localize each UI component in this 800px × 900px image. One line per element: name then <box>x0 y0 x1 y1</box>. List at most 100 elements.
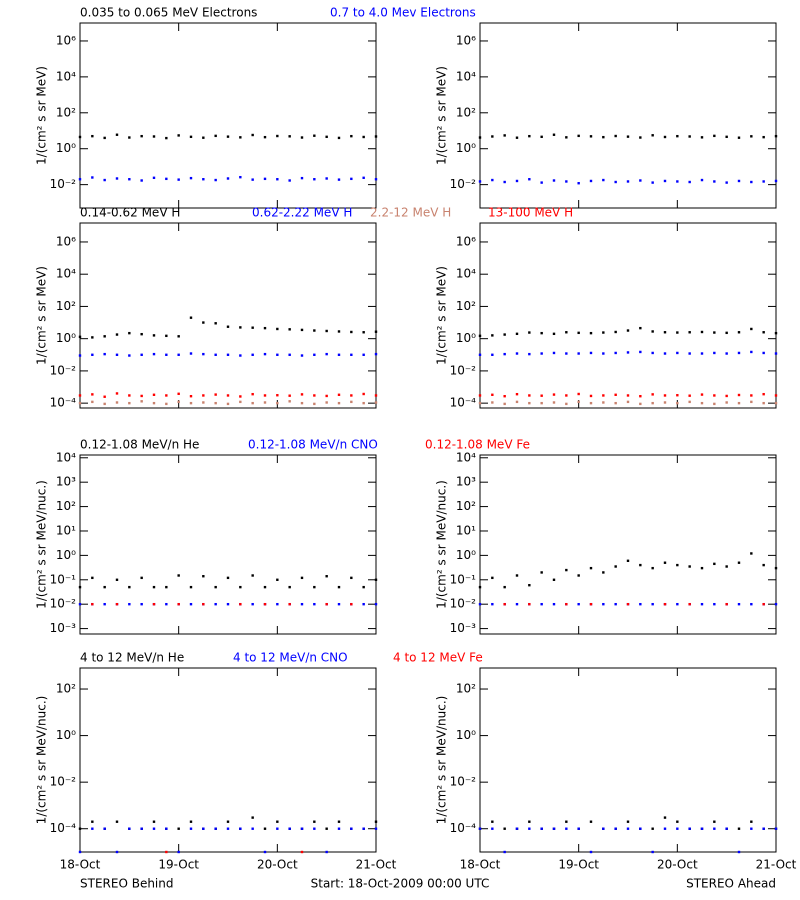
data-point <box>663 394 667 397</box>
data-point <box>491 820 494 823</box>
data-point <box>78 178 82 181</box>
data-point <box>325 850 328 854</box>
x-tick-label: 21-Oct <box>756 858 797 872</box>
data-point <box>478 602 482 606</box>
plot-frame <box>479 22 777 209</box>
data-point <box>214 322 217 325</box>
data-point <box>103 395 106 398</box>
data-point <box>189 602 193 606</box>
data-point <box>165 177 168 181</box>
data-point <box>165 136 168 140</box>
data-point <box>478 180 482 183</box>
data-point <box>589 394 593 398</box>
data-point <box>552 827 556 830</box>
data-point <box>337 602 341 606</box>
data-point <box>626 602 630 606</box>
data-point <box>663 352 667 355</box>
data-point <box>515 352 519 355</box>
data-point <box>300 136 304 139</box>
data-point <box>251 326 254 329</box>
data-point <box>663 401 667 404</box>
x-tick-label: 21-Oct <box>356 858 397 872</box>
data-point <box>128 394 131 397</box>
data-point <box>189 176 193 180</box>
data-point <box>78 827 82 830</box>
data-point <box>528 602 531 606</box>
x-tick-label: 18-Oct <box>60 858 101 872</box>
y-tick-label: 10² <box>456 299 476 313</box>
data-point <box>140 353 143 356</box>
y-tick-label: 10⁻⁴ <box>50 821 77 835</box>
data-point <box>700 401 704 405</box>
data-point <box>737 136 741 139</box>
data-point <box>688 180 691 184</box>
data-point <box>226 135 230 138</box>
data-point <box>189 585 193 589</box>
data-point <box>762 351 765 355</box>
data-point <box>515 574 519 577</box>
data-point <box>540 352 543 355</box>
data-point <box>177 574 180 577</box>
data-point <box>663 561 667 564</box>
data-point <box>626 351 630 354</box>
data-point <box>325 177 328 180</box>
data-point <box>540 401 543 405</box>
data-point <box>725 331 728 335</box>
data-point <box>540 135 543 139</box>
data-point <box>762 392 765 396</box>
data-point <box>774 566 778 570</box>
data-point <box>214 178 217 182</box>
data-point <box>602 827 605 830</box>
y-tick-label: 10⁻⁴ <box>450 821 477 835</box>
data-point <box>700 352 704 355</box>
data-point <box>528 134 531 138</box>
data-point <box>774 401 778 405</box>
data-point <box>202 401 205 404</box>
data-point <box>552 351 556 355</box>
data-point <box>152 602 156 606</box>
data-point <box>288 602 291 606</box>
data-point <box>626 559 630 562</box>
data-point <box>676 563 679 567</box>
data-point <box>239 827 242 830</box>
data-point <box>651 351 654 355</box>
data-point <box>503 134 506 137</box>
data-point <box>515 136 519 139</box>
y-tick-label: 10⁴ <box>56 69 76 83</box>
data-point <box>639 394 642 398</box>
data-point <box>565 568 568 572</box>
data-point <box>276 327 279 331</box>
data-point <box>750 394 753 397</box>
data-point <box>78 335 82 339</box>
data-point <box>639 563 642 567</box>
data-point <box>725 394 728 398</box>
y-tick-label: 10⁻² <box>50 363 77 377</box>
data-point <box>528 394 531 397</box>
data-point <box>177 827 180 830</box>
data-point <box>676 351 679 355</box>
data-point <box>491 135 494 138</box>
data-point <box>263 827 267 830</box>
data-point <box>165 585 168 589</box>
data-point <box>362 176 365 180</box>
data-point <box>737 602 741 606</box>
data-point <box>263 352 267 356</box>
data-point <box>589 179 593 183</box>
data-point <box>128 827 131 830</box>
data-point <box>288 179 291 182</box>
data-point <box>762 180 765 183</box>
data-point <box>91 176 94 179</box>
data-point <box>602 352 605 355</box>
x-tick-label: 19-Oct <box>158 858 199 872</box>
data-point <box>288 585 291 589</box>
data-point <box>663 135 667 139</box>
data-point <box>350 576 353 580</box>
data-point <box>374 602 378 606</box>
data-point <box>552 602 556 606</box>
data-point <box>177 134 180 137</box>
data-point <box>362 392 365 396</box>
data-point <box>288 827 291 830</box>
data-point <box>226 820 230 823</box>
data-point <box>503 602 506 606</box>
